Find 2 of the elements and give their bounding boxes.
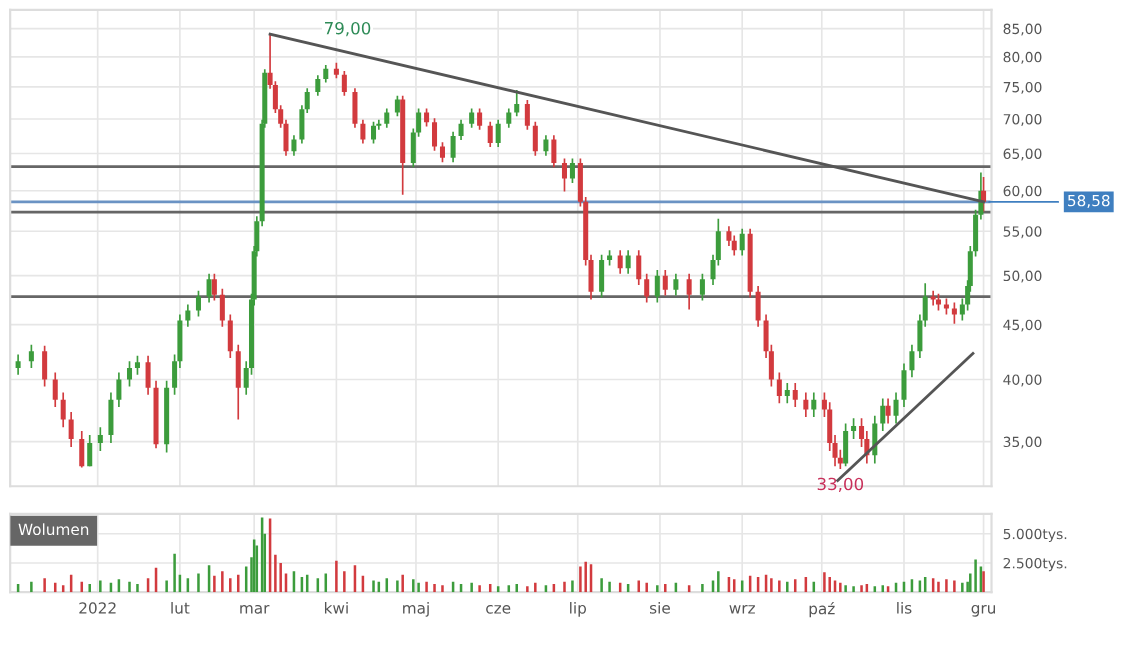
annotation: 79,00 xyxy=(325,21,371,37)
annotation: 33,00 xyxy=(817,477,864,492)
